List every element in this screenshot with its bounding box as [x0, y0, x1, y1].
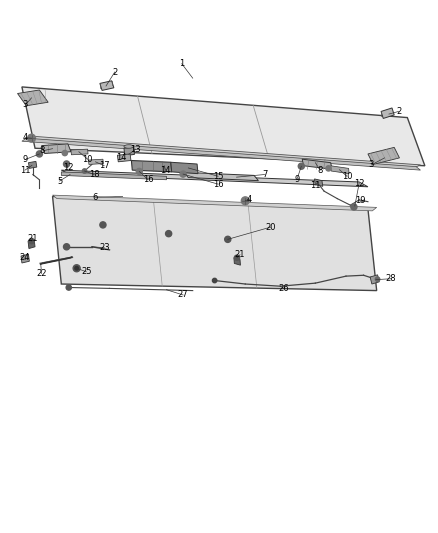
Text: 10: 10 [342, 172, 352, 181]
Polygon shape [21, 254, 29, 263]
Text: 11: 11 [20, 166, 30, 175]
Circle shape [166, 231, 172, 237]
Text: 2: 2 [396, 107, 401, 116]
Circle shape [64, 161, 70, 167]
Circle shape [36, 151, 42, 157]
Circle shape [212, 278, 217, 282]
Circle shape [375, 277, 380, 281]
Text: 11: 11 [310, 181, 321, 190]
Circle shape [298, 163, 304, 169]
Polygon shape [22, 87, 425, 166]
Text: 26: 26 [279, 284, 289, 293]
Polygon shape [71, 149, 88, 155]
Polygon shape [117, 154, 131, 162]
Circle shape [29, 238, 34, 244]
Polygon shape [53, 197, 377, 290]
Text: 17: 17 [99, 161, 110, 170]
Text: 10: 10 [82, 155, 93, 164]
Polygon shape [31, 136, 420, 169]
Text: 24: 24 [20, 253, 30, 262]
Text: 7: 7 [262, 170, 267, 179]
Circle shape [241, 197, 249, 205]
Text: 25: 25 [81, 267, 92, 276]
Circle shape [136, 168, 142, 174]
Circle shape [28, 134, 35, 142]
Polygon shape [234, 258, 240, 265]
Polygon shape [88, 159, 103, 165]
Polygon shape [42, 144, 71, 154]
Circle shape [234, 255, 240, 260]
Text: 8: 8 [318, 166, 323, 175]
Polygon shape [40, 257, 72, 264]
Polygon shape [18, 90, 48, 106]
Polygon shape [184, 172, 258, 181]
Text: 12: 12 [354, 179, 364, 188]
Polygon shape [368, 147, 399, 165]
Circle shape [64, 244, 70, 250]
Text: 13: 13 [131, 144, 141, 154]
Text: 4: 4 [23, 133, 28, 142]
Polygon shape [61, 172, 166, 180]
Text: 19: 19 [355, 196, 365, 205]
Text: 9: 9 [22, 155, 28, 164]
Text: 28: 28 [385, 274, 396, 283]
Text: 14: 14 [116, 154, 126, 163]
Text: 9: 9 [294, 175, 300, 184]
Text: 3: 3 [369, 160, 374, 169]
Text: 22: 22 [36, 269, 47, 278]
Text: 14: 14 [160, 166, 171, 175]
Text: 6: 6 [93, 193, 98, 202]
Text: 8: 8 [40, 147, 45, 155]
Polygon shape [171, 162, 198, 174]
Ellipse shape [124, 145, 134, 148]
Polygon shape [124, 147, 134, 156]
Text: 18: 18 [89, 170, 99, 179]
Text: 20: 20 [265, 223, 276, 231]
Text: 21: 21 [28, 233, 38, 243]
Polygon shape [53, 195, 377, 211]
Text: 12: 12 [63, 164, 73, 173]
Polygon shape [314, 179, 323, 187]
Text: 27: 27 [178, 290, 188, 300]
Polygon shape [61, 170, 368, 187]
Polygon shape [22, 138, 420, 170]
Polygon shape [28, 161, 37, 168]
Circle shape [180, 171, 186, 177]
Text: 4: 4 [247, 195, 252, 204]
Text: 23: 23 [99, 243, 110, 252]
Text: 21: 21 [235, 250, 245, 259]
Circle shape [225, 236, 231, 243]
Circle shape [100, 222, 106, 228]
Circle shape [66, 285, 71, 290]
Text: 1: 1 [179, 59, 184, 68]
Polygon shape [131, 160, 172, 172]
Text: 2: 2 [112, 68, 117, 77]
Circle shape [326, 166, 331, 171]
Polygon shape [331, 166, 349, 174]
Circle shape [351, 204, 357, 210]
Text: 3: 3 [23, 100, 28, 109]
Text: 16: 16 [143, 175, 153, 184]
Polygon shape [28, 239, 35, 248]
Polygon shape [100, 81, 114, 91]
Text: 15: 15 [213, 172, 223, 181]
Polygon shape [370, 275, 379, 284]
Text: 5: 5 [57, 176, 62, 185]
Polygon shape [381, 108, 394, 118]
Circle shape [82, 169, 87, 173]
Text: 16: 16 [213, 180, 223, 189]
Circle shape [73, 265, 80, 272]
Circle shape [62, 150, 67, 156]
Circle shape [75, 266, 78, 270]
Polygon shape [302, 159, 332, 169]
